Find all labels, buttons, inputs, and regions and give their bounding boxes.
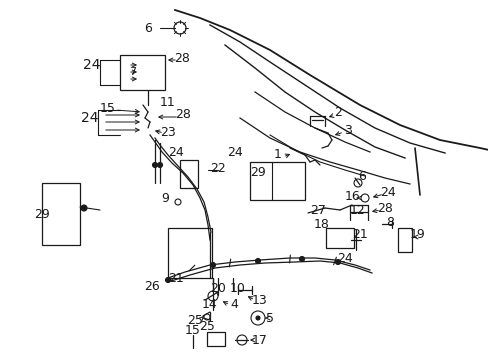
Circle shape bbox=[174, 22, 185, 34]
Text: 3: 3 bbox=[344, 123, 351, 136]
Text: 24: 24 bbox=[226, 145, 243, 158]
Bar bbox=[325, 228, 353, 248]
Bar bbox=[168, 228, 212, 278]
Text: 21: 21 bbox=[351, 229, 367, 242]
Text: 28: 28 bbox=[174, 51, 189, 64]
Circle shape bbox=[255, 258, 260, 264]
Text: 10: 10 bbox=[229, 282, 245, 294]
Circle shape bbox=[237, 335, 246, 345]
Circle shape bbox=[360, 194, 368, 202]
Text: 25: 25 bbox=[187, 314, 203, 327]
Circle shape bbox=[81, 205, 87, 211]
Bar bbox=[397, 228, 411, 252]
Text: 6: 6 bbox=[144, 22, 152, 35]
Circle shape bbox=[250, 311, 264, 325]
Text: 15: 15 bbox=[100, 102, 116, 114]
Text: 9: 9 bbox=[161, 192, 168, 204]
Text: 18: 18 bbox=[313, 217, 329, 230]
Text: 17: 17 bbox=[251, 333, 267, 346]
Text: 13: 13 bbox=[252, 293, 267, 306]
Circle shape bbox=[210, 262, 215, 267]
Text: 28: 28 bbox=[376, 202, 392, 215]
Text: 21: 21 bbox=[168, 271, 183, 284]
Text: 6: 6 bbox=[357, 170, 365, 183]
Text: 24: 24 bbox=[81, 111, 99, 125]
Text: 24: 24 bbox=[83, 58, 101, 72]
Text: 5: 5 bbox=[265, 311, 273, 324]
Bar bbox=[249, 162, 305, 200]
Text: 1: 1 bbox=[273, 148, 282, 162]
Text: 16: 16 bbox=[345, 189, 360, 202]
Text: 4: 4 bbox=[229, 298, 238, 311]
Circle shape bbox=[207, 291, 218, 301]
Text: 23: 23 bbox=[160, 126, 176, 139]
Text: 8: 8 bbox=[385, 216, 393, 229]
Text: 28: 28 bbox=[175, 108, 190, 122]
Text: 29: 29 bbox=[34, 207, 50, 220]
Text: 24: 24 bbox=[168, 145, 183, 158]
Text: 22: 22 bbox=[210, 162, 225, 175]
Circle shape bbox=[165, 278, 170, 283]
Bar bbox=[206, 332, 224, 346]
Text: 15: 15 bbox=[184, 324, 201, 337]
Circle shape bbox=[256, 316, 260, 320]
Text: 24: 24 bbox=[379, 185, 395, 198]
Bar bbox=[42, 183, 80, 245]
Circle shape bbox=[157, 162, 162, 167]
Text: 14: 14 bbox=[202, 298, 218, 311]
Text: 25: 25 bbox=[199, 320, 215, 333]
Text: 12: 12 bbox=[349, 203, 365, 216]
Text: 7: 7 bbox=[129, 67, 136, 77]
Circle shape bbox=[299, 256, 304, 261]
Text: 2: 2 bbox=[333, 107, 341, 120]
Circle shape bbox=[203, 314, 209, 320]
Text: 29: 29 bbox=[250, 166, 265, 179]
Text: 24: 24 bbox=[336, 252, 352, 265]
Text: 26: 26 bbox=[144, 279, 160, 292]
Text: 20: 20 bbox=[210, 282, 225, 294]
Text: 27: 27 bbox=[309, 203, 325, 216]
Text: 11: 11 bbox=[160, 95, 176, 108]
Circle shape bbox=[152, 162, 157, 167]
Text: 19: 19 bbox=[409, 229, 425, 242]
Bar bbox=[180, 160, 198, 188]
Bar bbox=[120, 55, 164, 90]
Circle shape bbox=[353, 179, 361, 187]
Circle shape bbox=[175, 199, 181, 205]
Circle shape bbox=[335, 260, 340, 265]
